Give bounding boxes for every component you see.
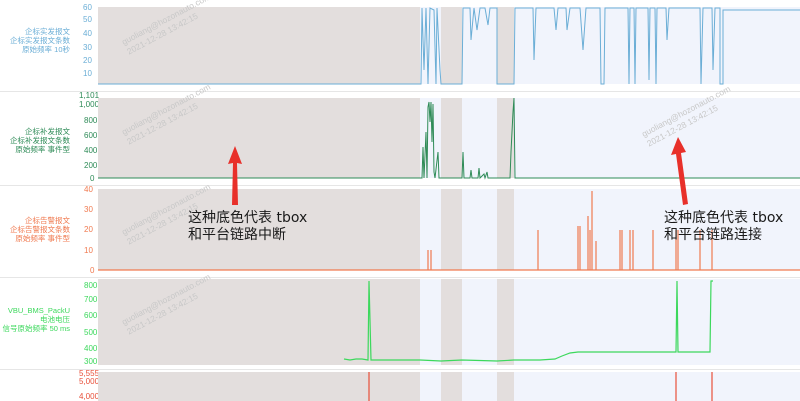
y-tick: 0	[90, 266, 95, 275]
label-line: 企标实发报文	[25, 27, 70, 36]
y-tick: 400	[84, 344, 98, 353]
annotation-line: 这种底色代表 tbox	[664, 210, 784, 226]
y-tick: 1,101	[79, 91, 100, 100]
panel-reissue-messages: 企标补发报文 企标补发报文条数 原始频率 事件型 1,101 1,000 800…	[0, 91, 800, 184]
label-line: 企标实发报文条数	[10, 36, 70, 45]
y-tick: 300	[84, 357, 98, 366]
y-tick: 4,000	[79, 392, 100, 401]
y-tick: 40	[83, 29, 92, 38]
annotation-connected: 这种底色代表 tbox 和平台链路连接	[664, 210, 783, 244]
y-tick: 20	[84, 225, 93, 234]
y-tick: 700	[84, 295, 98, 304]
arrow-right	[671, 137, 688, 205]
label-line: 企标告警报文	[25, 216, 70, 225]
y-tick: 40	[84, 185, 93, 194]
y-tick: 600	[84, 311, 98, 320]
panel-alarm-messages: 企标告警报文 企标告警报文条数 原始频率 事件型 40 30 20 10 0	[0, 185, 800, 276]
annotation-line: 和平台链路连接	[664, 227, 762, 243]
panel-label: 企标补发报文 企标补发报文条数 原始频率 事件型	[0, 127, 70, 154]
y-tick: 5,000	[79, 377, 100, 386]
panel-partial-bottom: 5,555 5,000 4,000	[0, 369, 800, 401]
y-tick: 800	[84, 116, 98, 125]
panel-2-plot	[98, 97, 800, 180]
y-tick: 500	[84, 328, 98, 337]
panel-4-plot	[98, 279, 800, 365]
y-tick: 600	[84, 131, 98, 140]
y-tick: 800	[84, 281, 98, 290]
panel-battery-voltage: VBU_BMS_PackU 电池电压 信号原始频率 50 ms 800 700 …	[0, 278, 800, 368]
panel-5-plot	[98, 372, 800, 401]
arrow-left	[228, 146, 242, 205]
y-tick: 0	[90, 174, 95, 183]
label-line: 原始频率 10秒	[22, 45, 70, 54]
panel-label: 企标实发报文 企标实发报文条数 原始频率 10秒	[0, 27, 70, 54]
y-tick: 10	[83, 69, 92, 78]
panel-3-plot	[98, 189, 800, 271]
panel-label: VBU_BMS_PackU 电池电压 信号原始频率 50 ms	[0, 306, 70, 333]
label-line: 企标补发报文条数	[10, 136, 70, 145]
label-line: 企标补发报文	[25, 127, 70, 136]
label-line: 电池电压	[40, 315, 70, 324]
y-tick: 1,000	[79, 100, 100, 109]
panel-realtime-messages: 企标实发报文 企标实发报文条数 原始频率 10秒 60 50 40 30 20 …	[0, 0, 800, 90]
label-line: 信号原始频率 50 ms	[2, 324, 70, 333]
y-tick: 60	[83, 3, 92, 12]
y-tick: 30	[84, 205, 93, 214]
panel-label: 企标告警报文 企标告警报文条数 原始频率 事件型	[0, 216, 70, 243]
label-line: 企标告警报文条数	[10, 225, 70, 234]
y-tick: 200	[84, 161, 98, 170]
panel-1-plot	[98, 7, 800, 85]
annotation-line: 和平台链路中断	[188, 227, 286, 243]
y-tick: 50	[83, 15, 92, 24]
y-tick: 20	[83, 56, 92, 65]
y-tick: 5,555	[79, 369, 100, 378]
annotation-line: 这种底色代表 tbox	[188, 210, 308, 226]
label-line: 原始频率 事件型	[15, 145, 70, 154]
annotation-disconnected: 这种底色代表 tbox 和平台链路中断	[188, 210, 307, 244]
y-tick: 30	[83, 43, 92, 52]
y-tick: 10	[84, 246, 93, 255]
label-line: 原始频率 事件型	[15, 234, 70, 243]
y-tick: 400	[84, 146, 98, 155]
label-line: VBU_BMS_PackU	[7, 306, 70, 315]
